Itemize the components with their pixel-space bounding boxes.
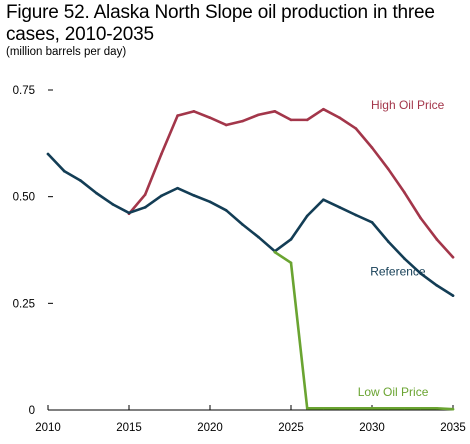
- data-point-high-oil-price-2031: [386, 167, 390, 171]
- data-point-low-oil-price-2027: [322, 406, 325, 410]
- data-point-reference-2031: [386, 240, 390, 243]
- x-tick-label-2020: 2020: [197, 422, 223, 434]
- data-point-reference-2016: [143, 206, 147, 209]
- data-point-reference-2021: [224, 209, 228, 212]
- data-point-reference-2018: [176, 186, 179, 190]
- data-point-high-oil-price-2028: [338, 116, 341, 120]
- data-point-high-oil-price-2034: [435, 238, 439, 241]
- series-labels: High Oil Price Reference Low Oil Price: [358, 98, 445, 399]
- chart-title: Figure 52. Alaska North Slope oil produc…: [6, 2, 435, 45]
- data-point-high-oil-price-2032: [403, 191, 406, 194]
- data-point-high-oil-price-2020: [208, 116, 212, 120]
- data-point-low-oil-price-2025: [289, 261, 293, 265]
- data-point-low-oil-price-2024: [273, 250, 277, 254]
- data-point-low-oil-price-2030: [370, 406, 374, 410]
- y-axis-ticks: 0 0.25 0.50 0.75: [13, 85, 53, 417]
- series-points-reference: [46, 152, 455, 297]
- data-point-high-oil-price-2019: [192, 110, 196, 113]
- data-point-reference-2028: [338, 206, 341, 209]
- data-point-reference-2022: [241, 223, 244, 226]
- series-points-low-oil-price: [273, 250, 455, 411]
- data-point-reference-2010: [46, 152, 50, 156]
- series-line-low-oil-price: [273, 250, 455, 411]
- data-point-low-oil-price-2026: [305, 406, 309, 410]
- data-point-high-oil-price-2026: [305, 118, 309, 122]
- data-point-high-oil-price-2021: [224, 123, 228, 127]
- data-point-high-oil-price-2024: [273, 110, 277, 113]
- data-point-reference-2034: [435, 284, 439, 287]
- data-point-high-oil-price-2029: [354, 127, 358, 130]
- data-point-high-oil-price-2027: [322, 107, 325, 111]
- data-point-low-oil-price-2031: [386, 406, 390, 410]
- data-point-reference-2013: [95, 191, 98, 195]
- data-point-reference-2017: [160, 194, 163, 198]
- data-point-reference-2023: [257, 235, 260, 239]
- data-point-low-oil-price-2029: [354, 406, 358, 410]
- y-tick-label-0: 0: [29, 405, 35, 417]
- series-label-high-oil-price: High Oil Price: [371, 98, 445, 112]
- data-point-low-oil-price-2035: [451, 407, 455, 411]
- chart-subtitle: (million barrels per day): [6, 46, 127, 58]
- data-point-high-oil-price-2016: [143, 193, 147, 196]
- data-point-low-oil-price-2033: [419, 406, 422, 410]
- series-points-high-oil-price: [127, 107, 455, 259]
- data-point-reference-2027: [322, 198, 325, 201]
- data-point-low-oil-price-2028: [338, 406, 341, 410]
- data-point-high-oil-price-2022: [241, 119, 244, 123]
- x-tick-label-2015: 2015: [116, 422, 142, 434]
- data-point-reference-2029: [354, 213, 358, 217]
- y-tick-label-0-25: 0.25: [13, 298, 35, 310]
- x-axis-ticks: 2010 2015 2020 2025 2030 2035: [35, 405, 466, 434]
- data-point-reference-2032: [403, 257, 406, 260]
- data-point-reference-2019: [192, 194, 196, 197]
- y-tick-label-0-50: 0.50: [13, 192, 35, 204]
- series-line-high-oil-price: [127, 107, 455, 259]
- data-point-reference-2015: [127, 211, 131, 215]
- data-point-reference-2033: [419, 272, 422, 275]
- y-tick-label-0-75: 0.75: [13, 85, 35, 97]
- x-tick-label-2030: 2030: [359, 422, 385, 434]
- x-tick-label-2010: 2010: [35, 422, 61, 434]
- x-tick-label-2025: 2025: [278, 422, 304, 434]
- data-point-reference-2035: [451, 294, 455, 297]
- series-lines: [46, 107, 455, 411]
- data-point-reference-2012: [79, 179, 82, 182]
- data-point-reference-2014: [111, 203, 115, 206]
- data-point-high-oil-price-2023: [257, 113, 260, 117]
- series-line-reference: [46, 152, 455, 297]
- data-point-high-oil-price-2030: [370, 146, 374, 149]
- x-tick-label-2035: 2035: [440, 422, 466, 434]
- data-point-reference-2020: [208, 200, 212, 204]
- series-label-low-oil-price: Low Oil Price: [358, 385, 429, 399]
- data-point-reference-2030: [370, 220, 374, 224]
- data-point-reference-2011: [62, 169, 66, 173]
- data-point-reference-2026: [305, 214, 309, 218]
- data-point-low-oil-price-2032: [403, 406, 406, 410]
- data-point-low-oil-price-2034: [435, 406, 439, 410]
- data-point-high-oil-price-2017: [160, 152, 163, 156]
- data-point-high-oil-price-2018: [176, 114, 179, 117]
- data-point-high-oil-price-2025: [289, 118, 293, 122]
- data-point-high-oil-price-2033: [419, 216, 422, 220]
- data-point-high-oil-price-2035: [451, 255, 455, 259]
- data-point-reference-2025: [289, 238, 293, 241]
- series-label-reference: Reference: [370, 265, 426, 279]
